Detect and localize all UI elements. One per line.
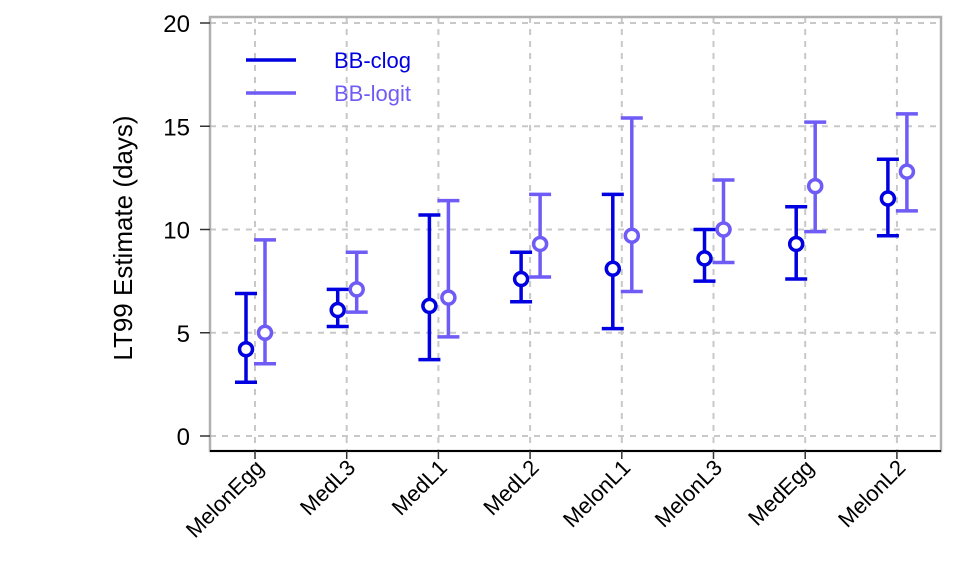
point-1-4 xyxy=(623,227,641,244)
x-tick-label-7: MelonL2 xyxy=(833,455,910,532)
x-tick-label-4: MelonL1 xyxy=(558,455,635,532)
point-1-3 xyxy=(531,235,549,253)
x-tick-label-0: MelonEgg xyxy=(181,455,269,543)
point-1-1 xyxy=(348,281,365,298)
y-axis: 0 5 10 15 20 xyxy=(163,11,210,451)
gridlines xyxy=(210,17,941,451)
point-0-2 xyxy=(421,297,438,315)
y-axis-title: LT99 Estimate (days) xyxy=(108,115,138,360)
y-tick-label-0: 0 xyxy=(177,424,190,451)
point-0-4 xyxy=(604,260,622,277)
point-0-1 xyxy=(329,301,346,319)
plot-frame xyxy=(208,15,943,453)
y-tick-label-10: 10 xyxy=(163,218,190,245)
x-tick-label-6: MedEgg xyxy=(743,455,819,531)
point-0-0 xyxy=(237,341,255,358)
point-0-6 xyxy=(787,235,805,253)
y-tick-label-15: 15 xyxy=(163,114,190,141)
legend-label-1: BB-logit xyxy=(334,81,411,106)
x-tick-label-1: MedL3 xyxy=(295,455,360,520)
legend-label-0: BB-clog xyxy=(334,48,411,73)
point-1-7 xyxy=(898,163,916,180)
x-tick-label-3: MedL2 xyxy=(478,455,543,520)
series-1 xyxy=(254,112,918,366)
point-1-5 xyxy=(715,221,732,238)
x-tick-label-2: MedL1 xyxy=(387,455,452,520)
data-series xyxy=(235,112,918,385)
legend: BB-clog BB-logit xyxy=(246,48,411,106)
y-tick-label-20: 20 xyxy=(163,11,190,38)
x-tick-label-5: MelonL3 xyxy=(650,455,727,532)
point-0-7 xyxy=(879,190,897,207)
point-1-2 xyxy=(440,289,457,306)
point-1-6 xyxy=(806,177,824,195)
series-0 xyxy=(235,157,899,385)
point-0-3 xyxy=(512,270,530,288)
point-0-5 xyxy=(696,250,713,267)
x-axis: MelonEgg MedL3 MedL1 MedL2 MelonL1 MelonL3 Med… xyxy=(181,451,910,543)
point-1-0 xyxy=(256,324,274,341)
y-tick-label-5: 5 xyxy=(177,321,190,348)
